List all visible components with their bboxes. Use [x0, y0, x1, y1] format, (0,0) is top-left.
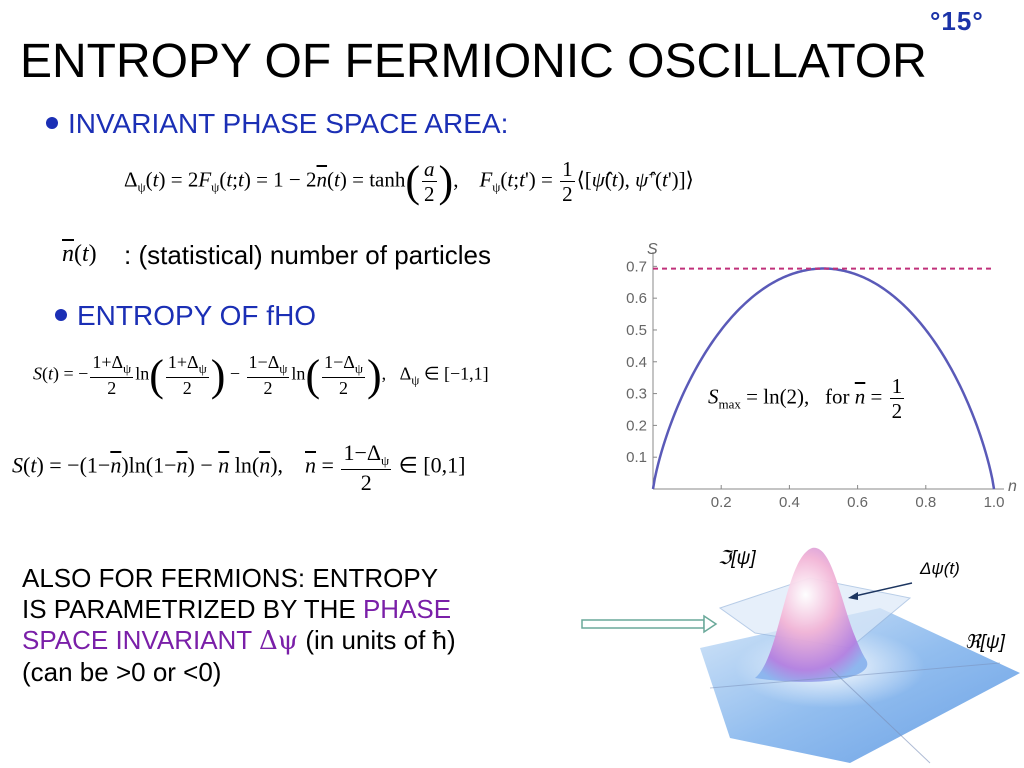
bullet-label: INVARIANT PHASE SPACE AREA: — [68, 108, 509, 139]
entropy-curve — [651, 267, 996, 490]
axis-line — [709, 662, 1001, 689]
slide-number: °15° — [930, 6, 984, 36]
y-tick-label: 0.7 — [626, 258, 647, 275]
y-tick-label: 0.3 — [626, 386, 647, 403]
y-tick-label: 0.6 — [626, 290, 647, 307]
entropy-chart: 0.2 0.4 0.6 0.8 1.0 0.1 0.2 0.3 0.4 0.5 0.6 0.7 n S — [626, 241, 1017, 511]
bullet-invariant-area: INVARIANT PHASE SPACE AREA: — [46, 108, 508, 140]
imag-axis-label: ℑ[ψ] — [718, 548, 756, 569]
page-title: ENTROPY OF FERMIONIC OSCILLATOR — [20, 35, 927, 88]
bullet-dot-icon — [55, 308, 67, 321]
equation-entropy-n: S(t) = −(1−n)ln(1−n) − n ln(n), n = 1−Δψ… — [12, 440, 466, 495]
x-tick-label: 0.6 — [847, 494, 868, 511]
bottom-line-3-highlight: SPACE INVARIANT — [22, 625, 259, 655]
bullet-dot-icon — [46, 116, 58, 129]
arrow-shaft — [581, 619, 705, 629]
x-tick-label: 0.8 — [915, 494, 936, 511]
nbar-description: : (statistical) number of particles — [124, 240, 492, 270]
y-tick-label: 0.4 — [626, 354, 647, 371]
arrow-head-icon — [703, 614, 718, 634]
y-axis-label: S — [647, 241, 658, 258]
real-axis-label: ℜ[ψ] — [965, 632, 1006, 653]
delta-label: Δψ(t) — [919, 559, 960, 578]
bullet-label: ENTROPY OF fHO — [77, 300, 317, 331]
bottom-line-2: IS PARAMETRIZED BY THE — [22, 594, 363, 624]
nbar-symbol: n(t) — [62, 241, 97, 267]
axis-line — [829, 667, 931, 764]
x-tick-label: 1.0 — [984, 494, 1005, 511]
wavepacket-peak — [755, 547, 868, 682]
equation-entropy-delta: S(t) = −1+Δψ 2 ln(1+Δψ 2) − 1−Δψ 2 ln(1−Δψ 2),… — [33, 351, 489, 400]
equation-phase-area: Δψ(t) = 2Fψ(t;t) = 1 − 2n(t) = tanh(a 2),… — [124, 156, 694, 206]
x-tick-label: 0.2 — [711, 494, 732, 511]
bottom-line-2-highlight: PHASE — [362, 594, 452, 624]
y-tick-label: 0.1 — [626, 449, 647, 466]
y-tick-label: 0.5 — [626, 322, 647, 339]
delta-pointer — [854, 582, 913, 597]
x-tick-label: 0.4 — [779, 494, 800, 511]
bottom-explanation: ALSO FOR FERMIONS: ENTROPY IS PARAMETRIZ… — [22, 563, 592, 688]
x-axis-label: n — [1008, 478, 1017, 495]
delta-psi-symbol: Δψ — [258, 626, 299, 656]
bottom-line-1: ALSO FOR FERMIONS: ENTROPY — [22, 563, 439, 593]
y-tick-label: 0.2 — [626, 417, 647, 434]
delta-pointer-head-icon — [848, 592, 858, 600]
bottom-line-3-rest: (in units of ħ) — [298, 625, 456, 655]
bottom-line-4: (can be >0 or <0) — [22, 657, 222, 687]
bullet-entropy: ENTROPY OF fHO — [55, 300, 316, 332]
phase-space-figure: ℑ[ψ] Δψ(t) ℜ[ψ] — [581, 547, 1020, 764]
